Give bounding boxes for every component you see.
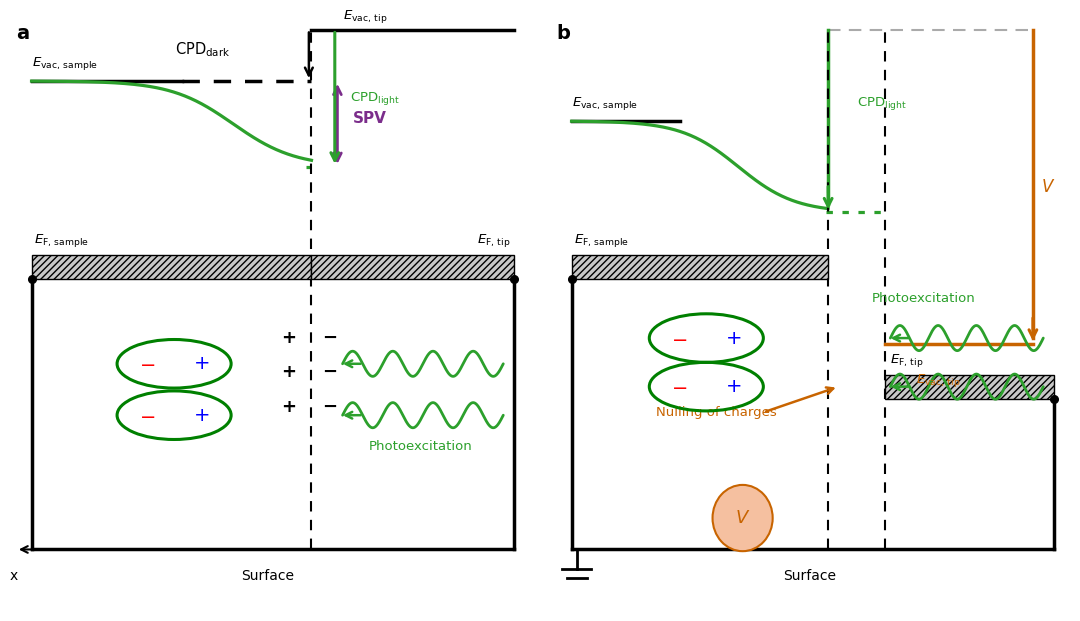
Text: Surface: Surface: [783, 569, 837, 584]
Text: $+$: $+$: [725, 329, 742, 348]
Text: +: +: [281, 363, 296, 381]
Text: +: +: [281, 329, 296, 347]
Bar: [886, 374, 1054, 399]
Text: $+$: $+$: [725, 377, 742, 396]
Text: Nulling of charges: Nulling of charges: [657, 406, 778, 419]
Text: $-$: $-$: [672, 329, 688, 348]
Text: Photoexcitation: Photoexcitation: [873, 292, 976, 304]
Text: Surface: Surface: [241, 569, 294, 584]
Text: $E_{\rm vac,\,tip}$: $E_{\rm vac,\,tip}$: [916, 373, 961, 389]
Text: −: −: [322, 397, 337, 415]
Text: $-$: $-$: [139, 406, 156, 425]
Text: $E_{\rm F,\,sample}$: $E_{\rm F,\,sample}$: [575, 232, 630, 249]
Bar: [311, 255, 514, 279]
Text: $E_{\rm F,\,tip}$: $E_{\rm F,\,tip}$: [477, 232, 511, 249]
Text: $\mathrm{CPD_{light}}$: $\mathrm{CPD_{light}}$: [350, 89, 401, 107]
Text: Photoexcitation: Photoexcitation: [368, 440, 472, 453]
Text: +: +: [281, 397, 296, 415]
Text: −: −: [322, 363, 337, 381]
Text: $+$: $+$: [193, 406, 210, 425]
Text: $V$: $V$: [1041, 178, 1055, 196]
Text: $E_{\rm vac,\,sample}$: $E_{\rm vac,\,sample}$: [571, 96, 637, 112]
Text: $\mathrm{CPD_{light}}$: $\mathrm{CPD_{light}}$: [856, 96, 906, 112]
Text: $E_{\rm vac,\,tip}$: $E_{\rm vac,\,tip}$: [342, 8, 387, 25]
Text: b: b: [556, 24, 570, 43]
Text: $\mathrm{CPD_{dark}}$: $\mathrm{CPD_{dark}}$: [175, 40, 230, 59]
Text: −: −: [322, 329, 337, 347]
Text: x: x: [10, 569, 17, 584]
Text: $-$: $-$: [672, 377, 688, 396]
Bar: [571, 255, 828, 279]
Text: $+$: $+$: [193, 355, 210, 373]
Text: $E_{\rm F,\,sample}$: $E_{\rm F,\,sample}$: [35, 232, 90, 249]
Text: $-$: $-$: [139, 355, 156, 373]
Text: $E_{\rm vac,\,sample}$: $E_{\rm vac,\,sample}$: [31, 55, 97, 73]
Text: a: a: [16, 24, 29, 43]
Bar: [31, 255, 311, 279]
Text: $V$: $V$: [734, 509, 751, 527]
Text: SPV: SPV: [353, 111, 387, 125]
Circle shape: [713, 485, 772, 551]
Text: $E_{\rm F,\,tip}$: $E_{\rm F,\,tip}$: [890, 352, 923, 369]
